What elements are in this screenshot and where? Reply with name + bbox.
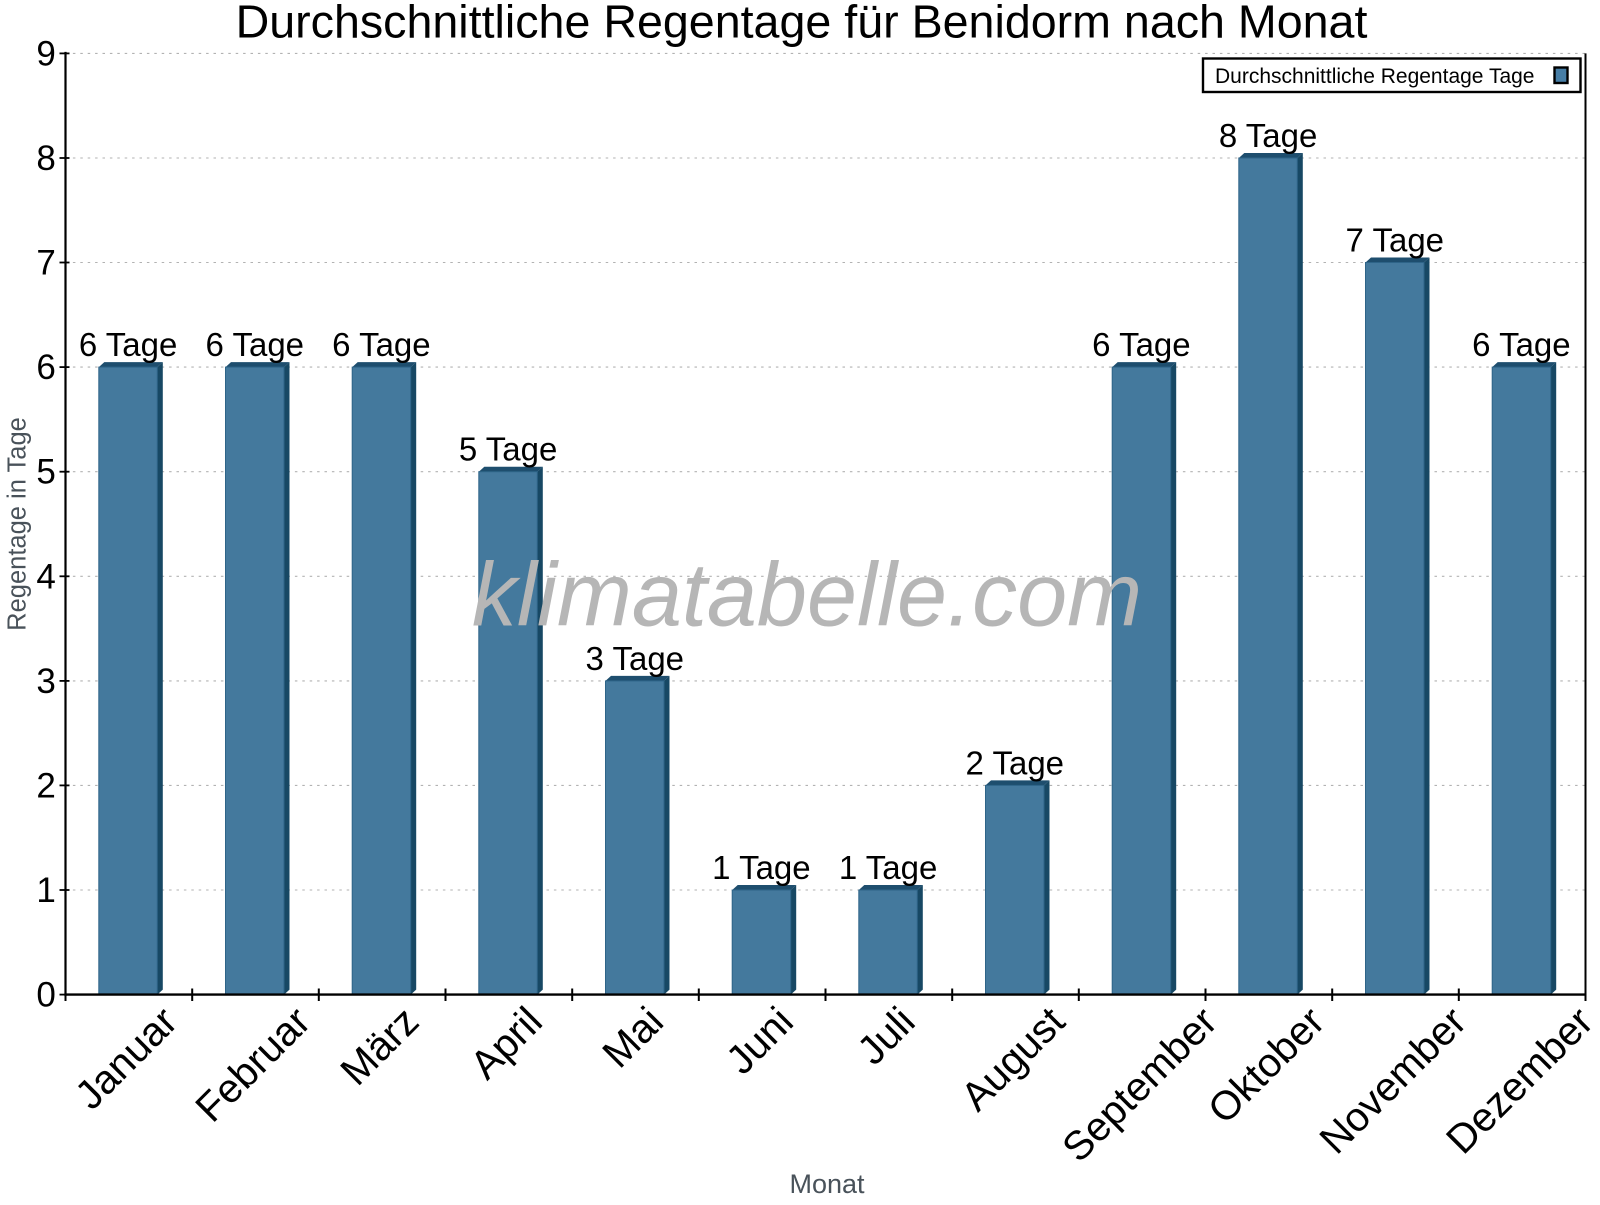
- svg-text:7: 7: [36, 244, 55, 283]
- svg-text:3: 3: [36, 662, 55, 701]
- svg-text:5 Tage: 5 Tage: [459, 431, 557, 468]
- svg-text:1 Tage: 1 Tage: [712, 849, 810, 886]
- svg-text:Durchschnittliche Regentage Ta: Durchschnittliche Regentage Tage: [1215, 65, 1534, 88]
- svg-text:1 Tage: 1 Tage: [839, 849, 937, 886]
- svg-text:6 Tage: 6 Tage: [332, 326, 430, 363]
- svg-text:2 Tage: 2 Tage: [966, 744, 1064, 781]
- svg-text:6 Tage: 6 Tage: [79, 326, 177, 363]
- svg-text:4: 4: [36, 557, 55, 596]
- svg-text:klimatabelle.com: klimatabelle.com: [472, 546, 1142, 646]
- svg-text:6 Tage: 6 Tage: [206, 326, 304, 363]
- svg-text:3 Tage: 3 Tage: [586, 640, 684, 677]
- svg-text:6: 6: [36, 348, 55, 387]
- svg-text:8 Tage: 8 Tage: [1219, 117, 1317, 154]
- svg-text:2: 2: [36, 767, 55, 806]
- svg-text:9: 9: [36, 34, 55, 73]
- svg-text:7 Tage: 7 Tage: [1346, 222, 1444, 259]
- svg-text:8: 8: [36, 139, 55, 178]
- svg-text:6 Tage: 6 Tage: [1092, 326, 1190, 363]
- svg-text:Regentage in Tage: Regentage in Tage: [4, 417, 32, 631]
- svg-text:1: 1: [36, 871, 55, 910]
- svg-text:5: 5: [36, 453, 55, 492]
- svg-text:0: 0: [36, 976, 55, 1015]
- svg-text:6 Tage: 6 Tage: [1472, 326, 1570, 363]
- svg-text:Durchschnittliche Regentage fü: Durchschnittliche Regentage für Benidorm…: [236, 0, 1368, 48]
- svg-text:Monat: Monat: [789, 1169, 865, 1199]
